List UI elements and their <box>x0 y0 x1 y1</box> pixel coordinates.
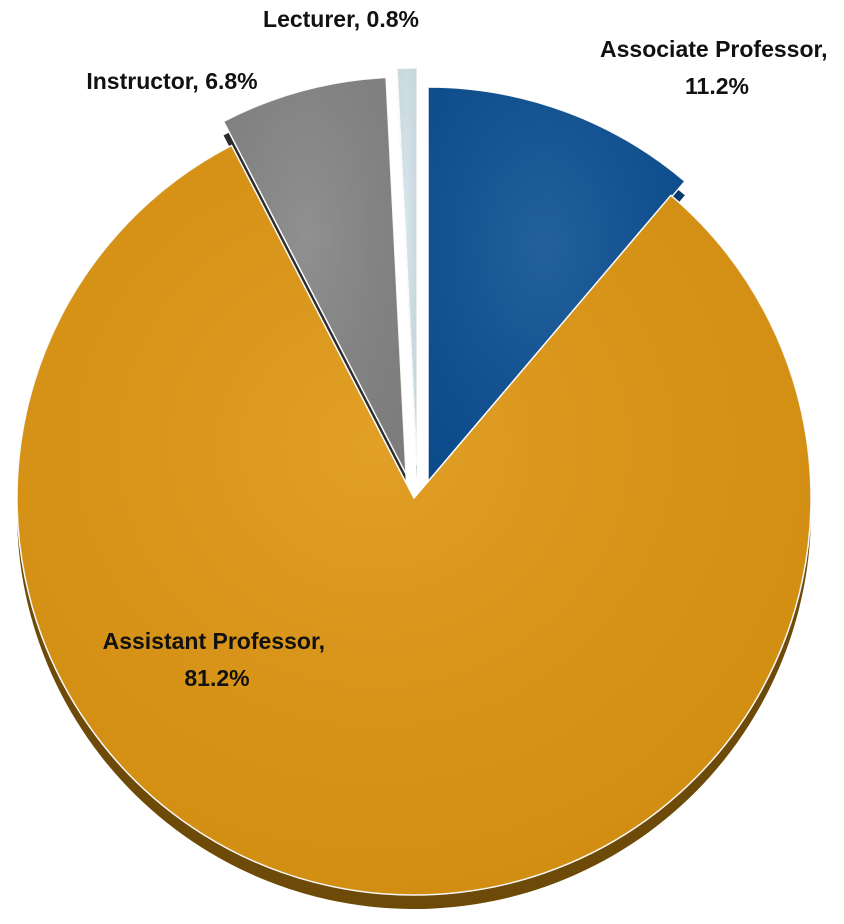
slice-label-assistant-professor: Assistant Professor, 81.2% <box>103 628 332 691</box>
pie-slice-sheen-associate-professor <box>428 87 685 484</box>
pie-slice-sheen-assistant-professor <box>17 145 812 896</box>
slice-label-instructor: Instructor, 6.8% <box>86 68 257 94</box>
slice-label-associate-professor: Associate Professor, 11.2% <box>600 36 834 99</box>
pie-slice-sheen-lecturer <box>397 68 417 465</box>
pie-slice-sheen-instructor <box>223 77 406 474</box>
slice-label-lecturer: Lecturer, 0.8% <box>263 6 419 32</box>
